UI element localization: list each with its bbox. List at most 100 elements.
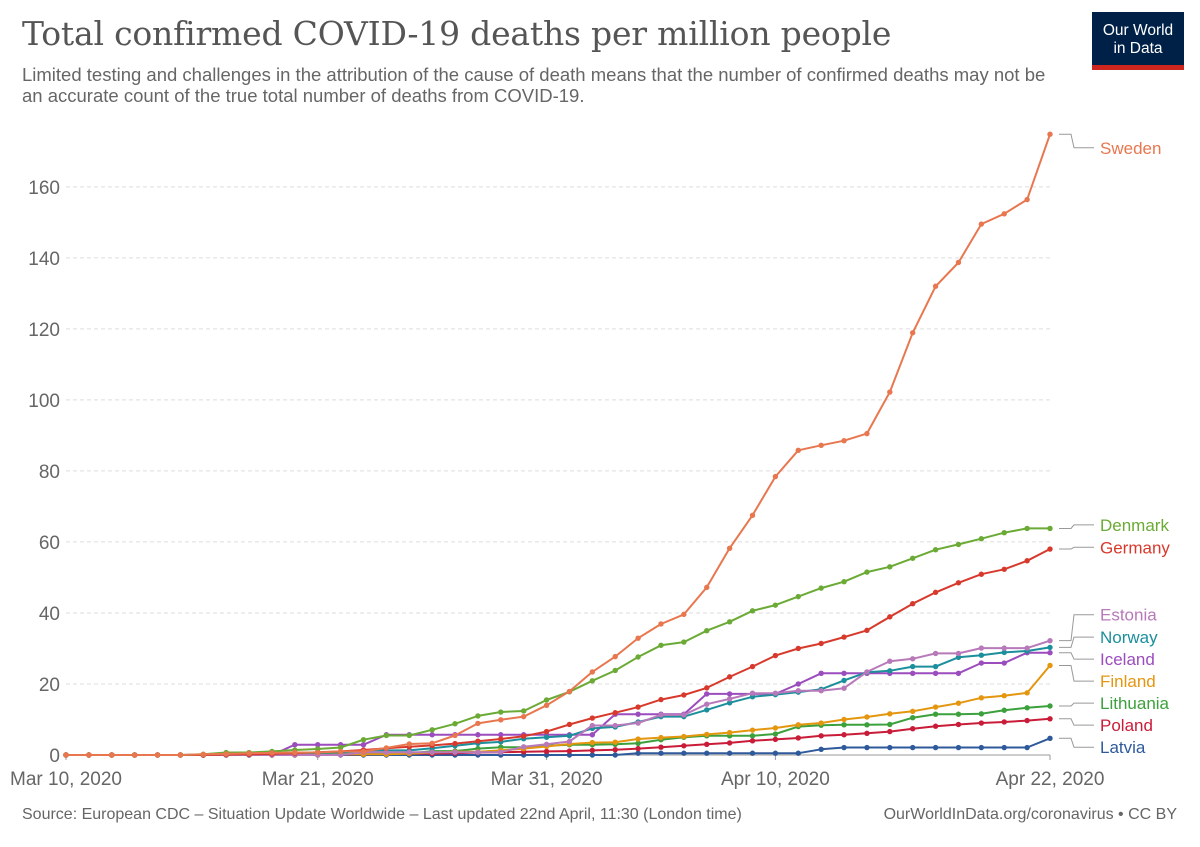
data-point[interactable] — [1047, 525, 1053, 532]
data-point[interactable] — [612, 710, 618, 716]
data-point[interactable] — [841, 716, 847, 723]
data-point[interactable] — [726, 729, 733, 736]
data-point[interactable] — [635, 740, 641, 746]
data-point[interactable] — [726, 545, 733, 552]
data-point[interactable] — [543, 697, 550, 703]
data-point[interactable] — [1001, 719, 1007, 725]
data-point[interactable] — [1047, 546, 1053, 552]
data-point[interactable] — [932, 711, 939, 717]
data-point[interactable] — [612, 667, 618, 674]
data-point[interactable] — [932, 283, 939, 289]
data-point[interactable] — [932, 723, 939, 729]
data-point[interactable] — [978, 711, 985, 717]
data-point[interactable] — [452, 732, 458, 739]
data-point[interactable] — [704, 731, 710, 738]
data-point[interactable] — [589, 732, 596, 738]
data-point[interactable] — [955, 744, 962, 751]
data-point[interactable] — [520, 708, 527, 714]
data-point[interactable] — [932, 589, 939, 596]
data-point[interactable] — [909, 601, 916, 607]
data-point[interactable] — [635, 654, 641, 660]
data-point[interactable] — [932, 547, 939, 553]
data-point[interactable] — [612, 746, 618, 753]
data-point[interactable] — [1047, 644, 1053, 651]
data-point[interactable] — [772, 725, 779, 731]
data-point[interactable] — [1001, 744, 1007, 751]
data-point[interactable] — [589, 715, 596, 721]
series-label-germany[interactable]: Germany — [1100, 538, 1170, 557]
data-point[interactable] — [955, 259, 962, 266]
data-point[interactable] — [612, 722, 618, 729]
data-point[interactable] — [955, 700, 962, 706]
data-point[interactable] — [177, 752, 184, 758]
data-point[interactable] — [955, 580, 962, 586]
data-point[interactable] — [1001, 692, 1007, 699]
data-point[interactable] — [520, 713, 527, 720]
data-point[interactable] — [795, 688, 801, 694]
data-point[interactable] — [704, 750, 710, 756]
data-point[interactable] — [841, 438, 847, 444]
data-point[interactable] — [864, 430, 870, 437]
data-point[interactable] — [1047, 716, 1053, 722]
data-point[interactable] — [498, 709, 504, 715]
data-point[interactable] — [726, 619, 733, 625]
data-point[interactable] — [383, 745, 390, 751]
data-point[interactable] — [704, 628, 710, 634]
data-point[interactable] — [498, 749, 504, 755]
data-point[interactable] — [635, 736, 641, 742]
data-point[interactable] — [383, 732, 390, 739]
data-point[interactable] — [772, 602, 779, 608]
data-point[interactable] — [292, 749, 298, 756]
data-point[interactable] — [658, 744, 664, 750]
data-point[interactable] — [589, 678, 596, 684]
data-point[interactable] — [841, 722, 847, 728]
data-point[interactable] — [635, 720, 641, 726]
data-point[interactable] — [726, 700, 733, 706]
data-point[interactable] — [543, 734, 550, 740]
data-point[interactable] — [1024, 558, 1030, 564]
owid-logo[interactable]: Our World in Data — [1092, 12, 1184, 70]
data-point[interactable] — [864, 669, 870, 675]
data-point[interactable] — [726, 691, 733, 697]
data-point[interactable] — [269, 750, 275, 756]
data-point[interactable] — [841, 685, 847, 691]
data-point[interactable] — [429, 749, 435, 755]
data-point[interactable] — [475, 732, 481, 738]
data-point[interactable] — [978, 720, 985, 726]
data-point[interactable] — [658, 642, 664, 648]
data-point[interactable] — [818, 733, 824, 739]
data-point[interactable] — [909, 663, 916, 670]
data-point[interactable] — [612, 739, 618, 745]
data-point[interactable] — [360, 737, 367, 743]
data-point[interactable] — [498, 736, 504, 742]
data-point[interactable] — [978, 221, 985, 227]
data-point[interactable] — [86, 752, 92, 758]
data-point[interactable] — [772, 750, 779, 756]
data-point[interactable] — [909, 330, 916, 336]
data-point[interactable] — [864, 627, 870, 634]
data-point[interactable] — [566, 752, 573, 758]
data-point[interactable] — [887, 658, 893, 664]
data-point[interactable] — [681, 712, 687, 718]
data-point[interactable] — [498, 717, 504, 723]
data-point[interactable] — [635, 704, 641, 710]
data-point[interactable] — [909, 708, 916, 715]
data-point[interactable] — [955, 541, 962, 548]
data-point[interactable] — [452, 740, 458, 747]
data-point[interactable] — [475, 738, 481, 744]
data-point[interactable] — [1024, 690, 1030, 696]
data-point[interactable] — [978, 645, 985, 651]
data-point[interactable] — [909, 656, 916, 662]
data-point[interactable] — [818, 670, 824, 677]
data-point[interactable] — [1024, 525, 1030, 532]
data-point[interactable] — [978, 571, 985, 577]
data-point[interactable] — [978, 536, 985, 542]
data-point[interactable] — [932, 670, 939, 677]
data-point[interactable] — [795, 681, 801, 687]
data-point[interactable] — [63, 752, 69, 758]
data-point[interactable] — [543, 748, 550, 755]
data-point[interactable] — [772, 473, 779, 480]
data-point[interactable] — [841, 732, 847, 738]
data-point[interactable] — [1047, 662, 1053, 669]
data-point[interactable] — [749, 750, 756, 756]
